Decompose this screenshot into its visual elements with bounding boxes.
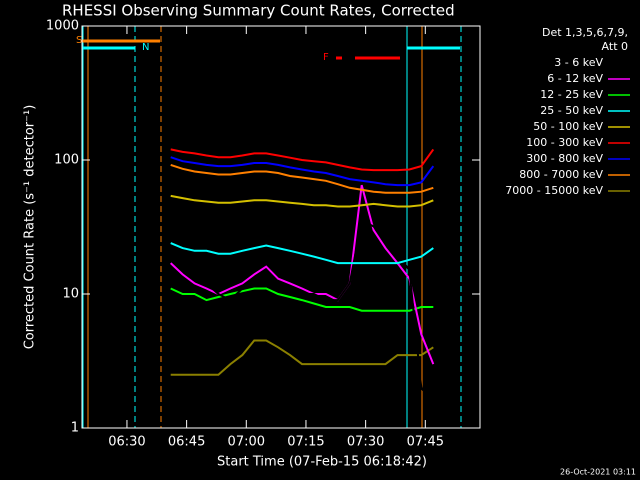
legend-title: Att 0 bbox=[602, 40, 628, 53]
series-line bbox=[170, 219, 435, 405]
y-tick-label: 10 bbox=[62, 287, 79, 302]
y-tick-label: 100 bbox=[54, 153, 79, 168]
legend-label: 7000 - 15000 keV bbox=[505, 184, 603, 197]
event-markers bbox=[82, 26, 462, 428]
x-tick-label: 06:30 bbox=[108, 435, 145, 450]
legend-label: 300 - 800 keV bbox=[526, 152, 603, 165]
legend-title: Det 1,3,5,6,7,9, bbox=[542, 26, 628, 39]
legend-label: 50 - 100 keV bbox=[533, 120, 603, 133]
series-line bbox=[170, 194, 434, 208]
chart-title: RHESSI Observing Summary Count Rates, Co… bbox=[62, 2, 455, 20]
series-line bbox=[170, 339, 434, 376]
annotation: F bbox=[323, 52, 329, 63]
x-tick-label: 07:45 bbox=[407, 435, 444, 450]
plot-frame bbox=[81, 25, 481, 429]
footer: 26-Oct-2021 03:11 bbox=[560, 468, 636, 477]
legend-label: 25 - 50 keV bbox=[540, 104, 603, 117]
x-tick-label: 06:45 bbox=[168, 435, 205, 450]
legend-label: 100 - 300 keV bbox=[526, 136, 603, 149]
y-axis-label: Corrected Count Rate (s⁻¹ detector⁻¹) bbox=[23, 105, 38, 350]
series-line bbox=[170, 163, 434, 194]
series-line bbox=[170, 156, 435, 187]
y-tick-label: 1 bbox=[71, 421, 79, 436]
legend-label: 800 - 7000 keV bbox=[519, 168, 603, 181]
y-tick-label: 1000 bbox=[46, 19, 79, 34]
series-line bbox=[170, 184, 435, 365]
series-line bbox=[170, 242, 434, 265]
x-tick-label: 07:30 bbox=[347, 435, 384, 450]
annotation: S bbox=[76, 35, 82, 46]
series-line bbox=[170, 148, 435, 172]
series-line bbox=[170, 287, 434, 312]
legend-label: 12 - 25 keV bbox=[540, 88, 603, 101]
annotation: N bbox=[142, 42, 149, 53]
x-axis-label: Start Time (07-Feb-15 06:18:42) bbox=[217, 455, 427, 470]
legend-label: 6 - 12 keV bbox=[547, 72, 603, 85]
legend-label: 3 - 6 keV bbox=[554, 56, 603, 69]
x-tick-label: 07:15 bbox=[287, 435, 324, 450]
x-tick-label: 07:00 bbox=[228, 435, 265, 450]
